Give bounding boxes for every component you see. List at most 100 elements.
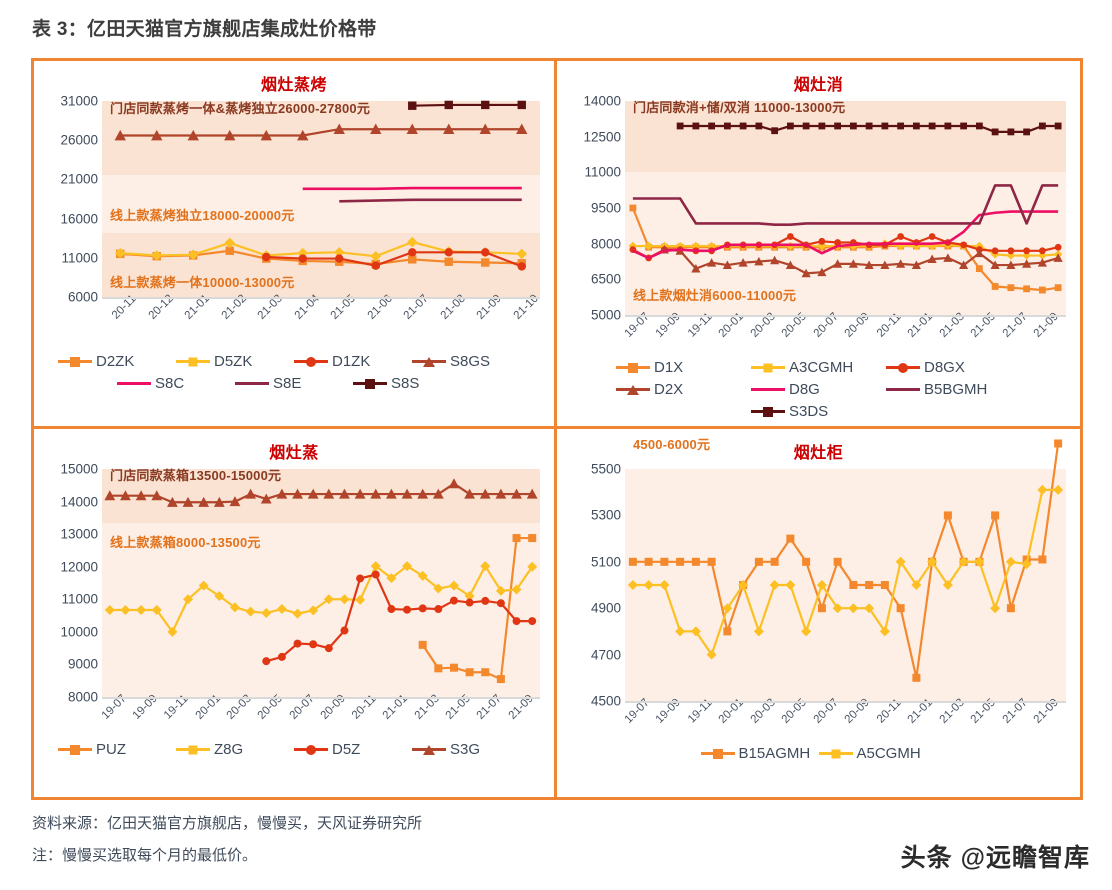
circle-marker-icon — [294, 355, 328, 369]
chart-panel-3: 烟灶柜 4500 4700 4900 5100 5300 5500 4500-6000元 B15… — [557, 429, 1080, 797]
y-tick-label: 5100 — [590, 554, 621, 570]
legend-item-S8C[interactable]: S8C — [117, 375, 235, 392]
plot-canvas-yanzao-zheng: 门店同款蒸箱13500-15000元 线上款蒸箱8000-13500元 — [102, 468, 540, 697]
legend-item-S8S[interactable]: S8S — [353, 375, 471, 392]
y-tick-label: 16000 — [60, 211, 98, 227]
legend-item-D8GX[interactable]: D8GX — [886, 359, 1021, 376]
diamond-marker-icon — [176, 355, 210, 369]
plot-band — [102, 175, 540, 233]
series-S8E — [339, 198, 522, 203]
series-D8G — [632, 210, 1059, 260]
y-tick-label: 9000 — [67, 656, 98, 672]
legend-label: S8C — [155, 375, 185, 392]
legend-item-A5CGMH[interactable]: A5CGMH — [818, 745, 937, 762]
square-marker-icon — [58, 355, 92, 369]
circle-marker-icon — [294, 743, 328, 757]
plot-canvas-yanzao-xiao: 门店同款消+储/双消 11000-13000元 线上款烟灶消6000-11000元 — [625, 100, 1066, 315]
y-tick-label: 6500 — [590, 271, 621, 287]
series-S3G — [104, 478, 538, 507]
square-marker-icon — [751, 405, 785, 419]
y-tick-label: 14000 — [583, 93, 621, 109]
legend-label: PUZ — [96, 741, 126, 758]
legend-yanzao-zhengkao: D2ZK D5ZK D1ZK S8GS S8C S8E S8S — [34, 353, 554, 392]
legend-item-S3G[interactable]: S3G — [412, 741, 530, 758]
plot-band — [102, 522, 540, 697]
plot-annotation: 线上款蒸烤一体10000-13000元 — [110, 274, 295, 290]
legend-label: Z8G — [214, 741, 244, 758]
square-marker-icon — [58, 743, 92, 757]
x-axis-baseline — [102, 697, 540, 699]
plot-annotation: 门店同款蒸烤一体&蒸烤独立26000-27800元 — [110, 101, 371, 117]
legend-item-S8E[interactable]: S8E — [235, 375, 353, 392]
plot-area-yanzao-xiao: 5000 6500 8000 9500 11000 12500 14000 门店同款消+储/双… — [563, 94, 1066, 323]
square-marker-icon — [353, 377, 387, 391]
legend-label: D1X — [654, 359, 684, 376]
legend-item-PUZ[interactable]: PUZ — [58, 741, 176, 758]
legend-label: D8GX — [924, 359, 965, 376]
circle-marker-icon — [886, 361, 920, 375]
triangle-marker-icon — [412, 743, 446, 757]
legend-label: D8G — [789, 381, 820, 398]
y-tick-label: 4900 — [590, 600, 621, 616]
x-axis-baseline — [625, 315, 1066, 317]
square-marker-icon — [700, 747, 735, 761]
legend-item-D2X[interactable]: D2X — [616, 381, 751, 398]
legend-item-Z8G[interactable]: Z8G — [176, 741, 294, 758]
y-tick-label: 11000 — [61, 591, 98, 607]
legend-item-B5BGMH[interactable]: B5BGMH — [886, 381, 1021, 398]
square-marker-icon — [616, 361, 650, 375]
source-line: 资料来源：亿田天猫官方旗舰店，慢慢买，天风证券研究所 — [32, 815, 423, 832]
y-tick-label: 6000 — [67, 289, 98, 305]
plot-annotation: 门店同款蒸箱13500-15000元 — [110, 467, 282, 483]
legend-label: D5Z — [332, 741, 361, 758]
y-tick-label: 8000 — [590, 236, 621, 252]
series-B15AGMH — [628, 439, 1063, 682]
x-axis-baseline — [625, 701, 1066, 703]
legend-yanzao-zheng: PUZ Z8G D5Z S3G — [34, 741, 554, 758]
legend-label: A3CGMH — [789, 359, 854, 376]
y-tick-label: 11000 — [61, 250, 98, 266]
legend-item-D8G[interactable]: D8G — [751, 381, 886, 398]
legend-item-D2ZK[interactable]: D2ZK — [58, 353, 176, 370]
legend-label: S8GS — [450, 353, 491, 370]
y-axis-yanzao-gui: 4500 4700 4900 5100 5300 5500 — [563, 462, 625, 709]
diamond-marker-icon — [818, 747, 853, 761]
none-marker-icon — [751, 383, 785, 397]
legend-item-S3DS[interactable]: S3DS — [751, 403, 886, 420]
footer: 资料来源：亿田天猫官方旗舰店，慢慢买，天风证券研究所 注：慢慢买选取每个月的最低… — [32, 812, 422, 876]
series-D2ZK — [116, 246, 526, 269]
legend-item-D1X[interactable]: D1X — [616, 359, 751, 376]
plot-annotation: 门店同款消+储/双消 11000-13000元 — [633, 99, 846, 115]
plot-annotation: 线上款蒸烤独立18000-20000元 — [110, 207, 295, 223]
legend-item-D5Z[interactable]: D5Z — [294, 741, 412, 758]
watermark: 头条 @远瞻智库 — [900, 844, 1090, 872]
legend-label: A5CGMH — [856, 745, 921, 762]
legend-item-A3CGMH[interactable]: A3CGMH — [751, 359, 886, 376]
legend-label: S8S — [391, 375, 420, 392]
plot-band — [625, 469, 1066, 701]
legend-item-D1ZK[interactable]: D1ZK — [294, 353, 412, 370]
legend-item-B15AGMH[interactable]: B15AGMH — [700, 745, 819, 762]
series-B5BGMH — [632, 184, 1059, 226]
chart-title-yanzao-zheng: 烟灶蒸 — [269, 445, 319, 462]
legend-item-S8GS[interactable]: S8GS — [412, 353, 530, 370]
legend-label: B5BGMH — [924, 381, 988, 398]
series-A5CGMH — [627, 484, 1064, 660]
y-axis-yanzao-xiao: 5000 6500 8000 9500 11000 12500 14000 — [563, 94, 625, 323]
none-marker-icon — [235, 377, 269, 391]
y-tick-label: 5300 — [590, 507, 621, 523]
legend-label: B15AGMH — [738, 745, 811, 762]
plot-annotation: 线上款烟灶消6000-11000元 — [633, 287, 797, 303]
series-S8GS — [114, 123, 528, 141]
y-tick-label: 9500 — [590, 200, 621, 216]
legend-yanzao-gui: B15AGMH A5CGMH — [557, 745, 1080, 762]
legend-label: D2X — [654, 381, 684, 398]
note-line: 注：慢慢买选取每个月的最低价。 — [32, 847, 258, 864]
series-D1ZK — [262, 248, 526, 271]
y-tick-label: 26000 — [60, 132, 98, 148]
plot-annotation: 线上款蒸箱8000-13500元 — [110, 534, 261, 550]
series-PUZ — [418, 534, 537, 684]
legend-item-D5ZK[interactable]: D5ZK — [176, 353, 294, 370]
legend-label: D1ZK — [332, 353, 371, 370]
